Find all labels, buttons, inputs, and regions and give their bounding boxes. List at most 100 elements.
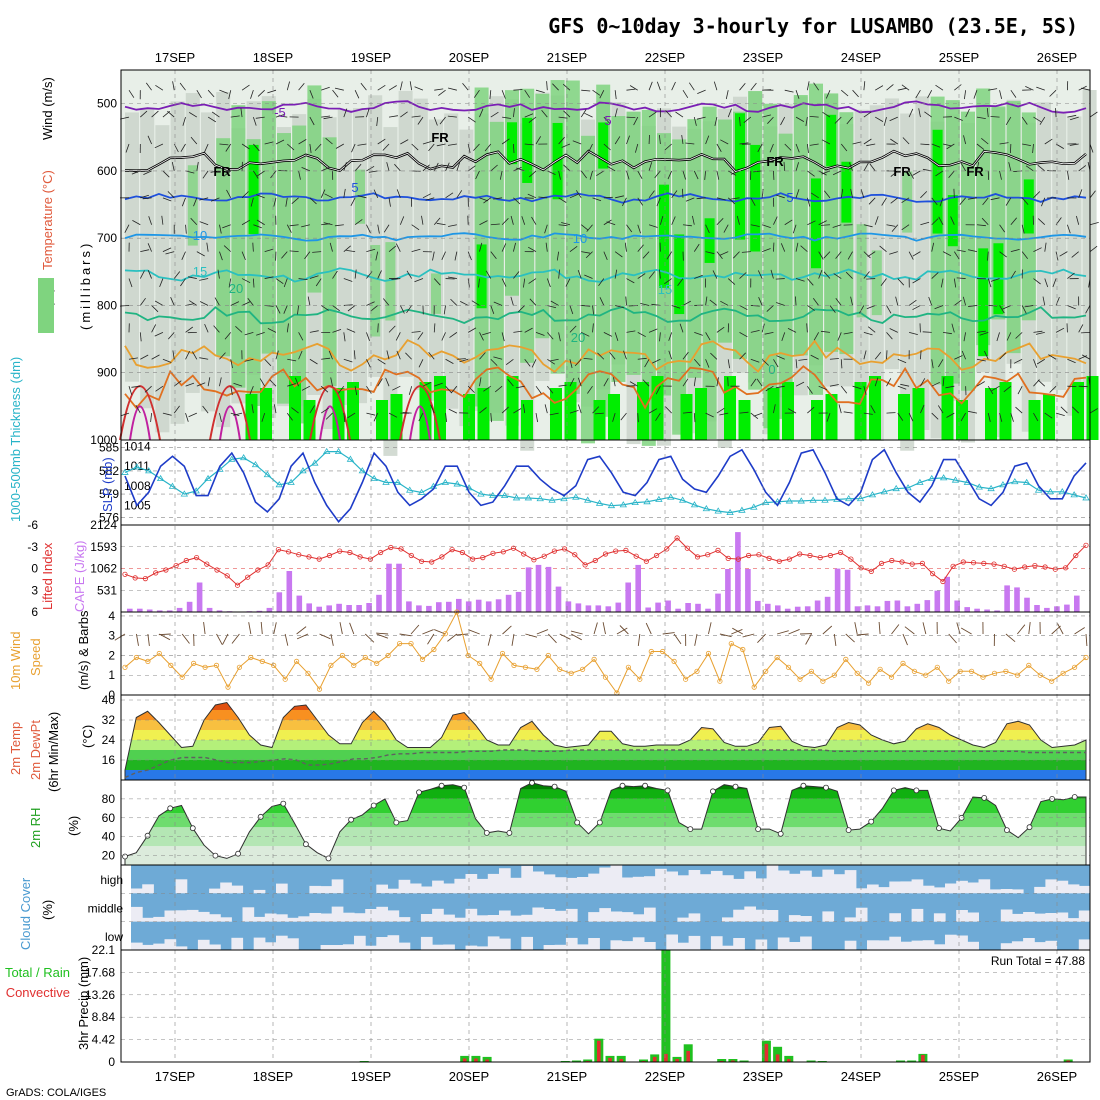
cloud-fraction-low: [476, 946, 489, 950]
wind-barb: [818, 269, 823, 279]
cloud-fraction-low: [153, 943, 165, 950]
cloud-fraction-high: [978, 879, 991, 894]
cloud-fraction-middle: [142, 917, 154, 922]
lifted-index-point: [756, 552, 762, 558]
rh-surface-band: [695, 388, 707, 440]
wind-barb: [813, 332, 820, 341]
wind-barb: [535, 385, 542, 394]
wind-barb: [908, 412, 914, 422]
wind-barb: [145, 82, 152, 91]
wind-barb: [278, 115, 288, 118]
wind-barb: [167, 110, 175, 118]
contour-label: FR: [431, 130, 449, 145]
run-total-annotation: Run Total = 47.88: [991, 954, 1086, 968]
wind-barb: [979, 331, 989, 336]
wind-barb: [770, 269, 774, 279]
wind-barb-10m: [447, 633, 458, 642]
wind-barb: [351, 143, 356, 153]
wind-speed-point: [396, 640, 403, 647]
wind-barb: [765, 385, 774, 392]
wind-barb: [151, 305, 159, 313]
wind-barb: [963, 135, 967, 145]
wind-speed-point: [728, 640, 734, 647]
thickness-point: [346, 455, 355, 462]
y-tick-label-right: 1014: [124, 440, 151, 454]
wind-barb: [682, 224, 692, 227]
wind-barb: [1071, 251, 1079, 258]
isotherm-line: [124, 267, 1087, 283]
cloud-fraction-high: [900, 881, 913, 894]
wind-barb: [493, 197, 503, 200]
wind-barb: [659, 269, 661, 279]
rh-point: [302, 841, 309, 848]
cloud-fraction-low: [621, 941, 634, 950]
wind-barb: [467, 165, 476, 172]
cloud-fraction-high: [878, 887, 890, 894]
cloud-fraction-middle: [387, 910, 400, 922]
wind-barb: [984, 350, 989, 360]
wind-barb: [852, 385, 862, 390]
wind-barb: [648, 162, 653, 172]
precip-total-bar: [583, 1059, 593, 1062]
y-tick-label: 6: [31, 605, 38, 619]
cape-bar: [844, 569, 851, 612]
wind-barb: [665, 110, 672, 118]
cape-bar: [1024, 597, 1030, 612]
wind-barb: [592, 197, 602, 202]
wind-barb: [623, 350, 627, 360]
wind-barb: [987, 278, 992, 288]
wind-barb: [421, 215, 424, 225]
wind-barb: [1078, 189, 1083, 198]
wind-barb: [629, 85, 638, 91]
lifted-index-point: [265, 562, 271, 568]
lifted-index-point: [940, 578, 946, 585]
cloud-fraction-high: [409, 883, 422, 894]
wind-barb-10m: [708, 622, 712, 635]
wind-barb-10m: [616, 627, 628, 635]
wind-barb: [140, 194, 150, 199]
wind-barb: [960, 412, 966, 422]
cloud-fraction-high: [800, 870, 812, 894]
thickness-point: [156, 474, 165, 482]
cloud-fraction-high: [443, 883, 455, 894]
thickness-point: [928, 474, 936, 482]
wind-barb: [886, 224, 896, 227]
wind-barb: [656, 81, 661, 91]
wind-barb: [716, 218, 724, 226]
wind-barb: [976, 381, 985, 387]
lifted-index-point: [163, 567, 169, 573]
wind-speed-point: [843, 656, 849, 663]
wind-barb: [869, 163, 876, 172]
wind-barb: [1010, 249, 1020, 253]
wind-barb: [202, 405, 209, 414]
thickness-point: [275, 481, 283, 488]
wind-barb: [886, 84, 894, 91]
wind-speed-point: [179, 674, 185, 680]
wind-speed-point: [351, 662, 357, 669]
lifted-index-point: [439, 554, 445, 560]
cloud-fraction-middle: [432, 908, 444, 922]
wind-barb: [880, 278, 887, 286]
wind-barb: [323, 116, 333, 120]
cape-bar: [1044, 607, 1050, 612]
wind-barb: [900, 383, 910, 387]
wind-barb: [682, 89, 689, 99]
wind-speed-point: [579, 666, 586, 672]
wind-barb: [705, 296, 708, 306]
cape-bar: [296, 595, 303, 612]
wind-barb: [809, 143, 819, 146]
wind-barb: [490, 413, 492, 423]
wind-barb: [1005, 116, 1012, 126]
cape-bar: [166, 610, 173, 612]
wind-barb: [902, 137, 910, 145]
precip-total-bar: [482, 1056, 492, 1062]
cape-bar: [456, 598, 462, 612]
dewpoint-line: [124, 749, 1086, 779]
wind-barb: [377, 358, 386, 365]
wind-barb: [159, 278, 164, 288]
cloud-fraction-middle: [1045, 913, 1058, 922]
y-tick-label: -3: [27, 540, 38, 554]
wind-barb: [357, 195, 367, 199]
cloud-fraction-high: [632, 876, 645, 894]
wind-barb: [999, 170, 1002, 180]
